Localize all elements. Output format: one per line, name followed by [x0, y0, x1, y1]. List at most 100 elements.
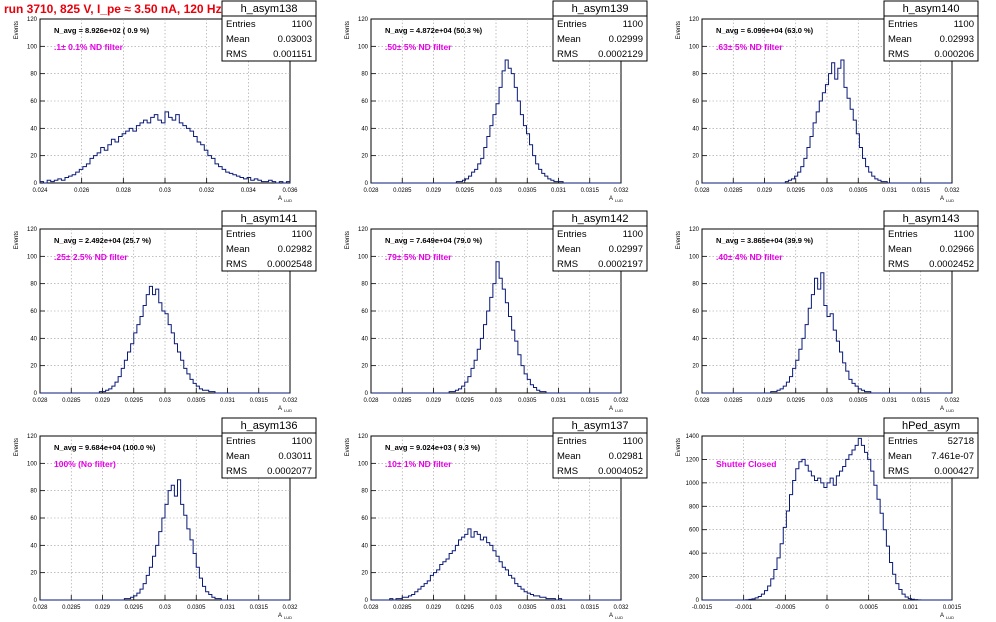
- stat-label: RMS: [888, 259, 909, 270]
- x-tick-label: 0.0305: [518, 188, 537, 194]
- x-tick-label: 0.031: [882, 188, 898, 194]
- histogram-name: h_asym139: [572, 3, 629, 15]
- y-tick-label: 100: [358, 254, 369, 260]
- stat-label: Entries: [226, 19, 256, 30]
- histogram-line: [40, 479, 290, 601]
- stat-value: 1100: [623, 436, 643, 447]
- stat-value: 52718: [948, 436, 974, 447]
- x-tick-label: 0.036: [282, 188, 298, 194]
- x-axis-subscript: LUD: [615, 198, 623, 203]
- histogram-panel-h_asym140: 0.028 0.0285 0.029 0.0295 0.03 0.0305 0.031 0.0…: [676, 0, 979, 203]
- filter-label: Shutter Closed: [716, 459, 776, 469]
- navg-annotation: N_avg = 3.865e+04 (39.9 %): [716, 236, 814, 245]
- y-tick-label: 120: [689, 17, 700, 23]
- x-tick-label: 0.029: [95, 605, 111, 611]
- y-axis-title: Events: [14, 438, 20, 456]
- x-tick-label: 0.03: [821, 188, 833, 194]
- y-axis-title: Events: [345, 438, 351, 456]
- histogram-name: h_asym136: [241, 420, 298, 432]
- y-tick-label: 120: [27, 17, 38, 23]
- x-tick-label: 0.0295: [125, 605, 144, 611]
- histogram-name: h_asym142: [572, 213, 629, 225]
- y-tick-label: 80: [692, 282, 699, 288]
- x-axis-title: A: [940, 196, 944, 202]
- x-tick-label: -0.0005: [775, 605, 796, 611]
- x-tick-label: 0.029: [426, 605, 442, 611]
- stat-value: 0.0002077: [267, 466, 312, 477]
- histogram-line: [702, 272, 952, 394]
- x-tick-label: 0.03: [490, 188, 502, 194]
- x-tick-label: 0.034: [241, 188, 257, 194]
- x-tick-label: 0.024: [32, 188, 48, 194]
- stat-value: 0.0002129: [598, 49, 643, 60]
- y-tick-label: 20: [30, 154, 37, 160]
- stat-label: Entries: [888, 229, 918, 240]
- stat-label: RMS: [226, 259, 247, 270]
- y-tick-label: 0: [34, 181, 38, 187]
- stats-frame: [552, 417, 648, 479]
- x-tick-label: 0.032: [613, 188, 629, 194]
- x-axis-subscript: LUD: [615, 615, 623, 620]
- y-tick-label: 60: [30, 309, 37, 315]
- x-tick-label: 0.0315: [250, 398, 269, 404]
- stat-value: 1100: [954, 19, 974, 30]
- x-tick-label: -0.0015: [692, 605, 713, 611]
- y-tick-label: 0: [365, 391, 369, 397]
- x-tick-label: 0.0285: [393, 605, 412, 611]
- x-axis-title: A: [609, 196, 613, 202]
- x-tick-label: 0.028: [363, 605, 379, 611]
- x-tick-label: 0.031: [220, 398, 236, 404]
- stat-value: 0.0002197: [598, 259, 643, 270]
- x-axis-title: A: [609, 406, 613, 412]
- y-tick-label: 120: [358, 434, 369, 440]
- x-tick-label: 0.03: [490, 605, 502, 611]
- x-axis-title: A: [278, 196, 282, 202]
- stat-value: 1100: [292, 19, 312, 30]
- x-tick-label: 0.026: [74, 188, 90, 194]
- histogram-name: h_asym137: [572, 420, 629, 432]
- y-tick-label: 80: [692, 72, 699, 78]
- stats-box: h_asym136 Entries 1100 Mean 0.03011 RMS 0.0002…: [221, 417, 317, 479]
- stat-label: Mean: [888, 451, 912, 462]
- x-tick-label: 0.0285: [62, 605, 81, 611]
- histogram-name: h_asym138: [241, 3, 298, 15]
- stat-value: 0.02999: [609, 34, 643, 45]
- stats-frame: [221, 210, 317, 272]
- y-axis-title: Events: [14, 231, 20, 249]
- stat-value: 0.02982: [278, 244, 312, 255]
- x-tick-label: 0.031: [220, 605, 236, 611]
- x-tick-label: 0.029: [95, 398, 111, 404]
- y-tick-label: 100: [689, 254, 700, 260]
- x-tick-label: 0.029: [426, 188, 442, 194]
- filter-label: .63± 5% ND filter: [716, 42, 783, 52]
- histogram-line: [39, 111, 291, 184]
- y-tick-label: 40: [361, 336, 368, 342]
- x-tick-label: 0.0315: [912, 398, 931, 404]
- histogram-line: [702, 437, 952, 601]
- stat-value: 0.02993: [940, 34, 974, 45]
- histogram-panel-h_asym139: 0.028 0.0285 0.029 0.0295 0.03 0.0305 0.031 0.0…: [345, 0, 648, 203]
- histogram-panel-h_asym141: 0.028 0.0285 0.029 0.0295 0.03 0.0305 0.031 0.0…: [14, 210, 317, 413]
- stat-label: Entries: [557, 19, 587, 30]
- x-tick-label: 0.0295: [125, 398, 144, 404]
- y-tick-label: 120: [27, 227, 38, 233]
- stats-box: h_asym138 Entries 1100 Mean 0.03003 RMS 0.0011…: [221, 0, 317, 62]
- stats-box: hPed_asym Entries 52718 Mean 7.461e-07 RMS 0.0…: [883, 417, 979, 479]
- x-tick-label: 0.03: [159, 188, 171, 194]
- stat-label: RMS: [888, 466, 909, 477]
- y-tick-label: 40: [30, 336, 37, 342]
- x-tick-label: 0.03: [159, 398, 171, 404]
- x-tick-label: 0.0315: [581, 398, 600, 404]
- navg-annotation: N_avg = 9.024e+03 ( 9.3 %): [385, 443, 481, 452]
- navg-annotation: N_avg = 8.926e+02 ( 0.9 %): [54, 26, 150, 35]
- y-tick-label: 120: [689, 227, 700, 233]
- stats-frame: [221, 417, 317, 479]
- y-tick-label: 80: [30, 489, 37, 495]
- stat-label: Entries: [557, 436, 587, 447]
- x-tick-label: 0.0295: [456, 605, 475, 611]
- stat-label: Mean: [226, 244, 250, 255]
- histogram-line: [371, 59, 621, 184]
- histogram-panel-h_asym143: 0.028 0.0285 0.029 0.0295 0.03 0.0305 0.031 0.0…: [676, 210, 979, 413]
- x-tick-label: 0.032: [282, 398, 298, 404]
